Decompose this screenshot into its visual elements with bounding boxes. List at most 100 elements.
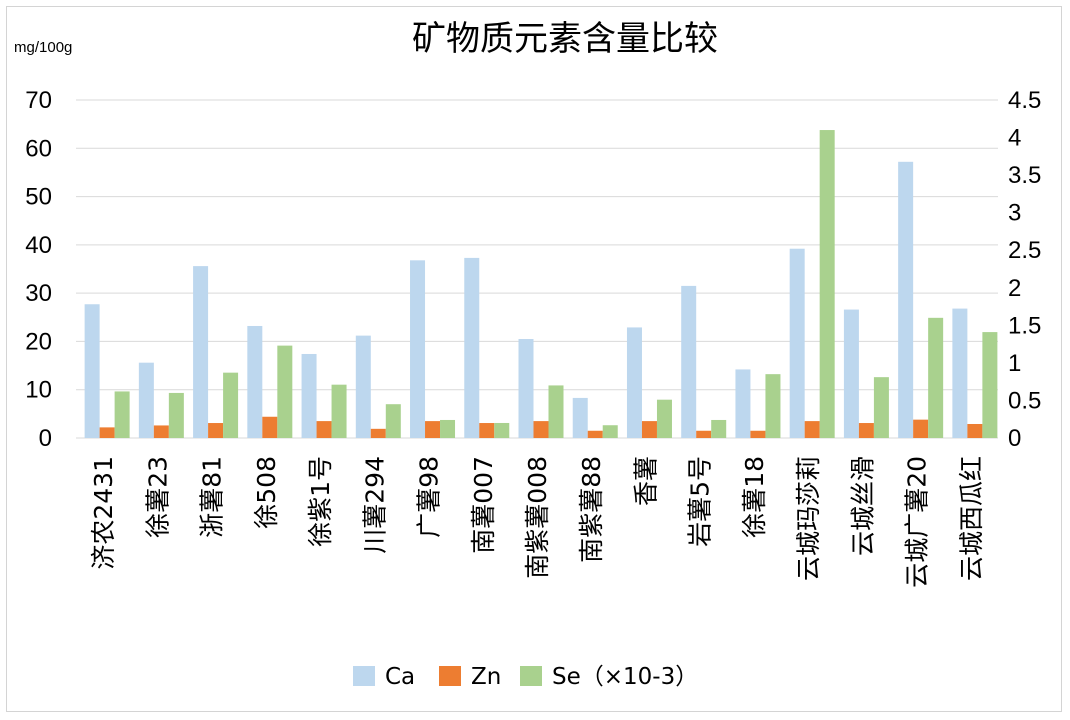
chart-title: 矿物质元素含量比较 bbox=[412, 19, 718, 59]
category-label: 香薯 bbox=[631, 456, 660, 506]
right-tick-label: 1.5 bbox=[1008, 312, 1041, 339]
left-tick-label: 10 bbox=[25, 377, 52, 404]
bar bbox=[208, 423, 224, 438]
bar bbox=[587, 430, 603, 438]
bar bbox=[602, 425, 618, 438]
bar bbox=[316, 421, 332, 438]
bar bbox=[913, 419, 929, 438]
bar bbox=[410, 260, 426, 438]
bar bbox=[84, 304, 100, 438]
bar bbox=[789, 248, 805, 438]
bar bbox=[750, 430, 766, 438]
bar bbox=[153, 425, 169, 438]
bar bbox=[898, 161, 914, 438]
right-tick-label: 2 bbox=[1008, 275, 1021, 302]
bar bbox=[114, 391, 130, 438]
chart-frame bbox=[6, 6, 1062, 712]
bar bbox=[138, 362, 154, 438]
category-label: 徐薯23 bbox=[143, 456, 172, 538]
category-label: 云城玛莎莉 bbox=[794, 456, 823, 581]
series-2 bbox=[114, 130, 998, 439]
category-label: 云城西瓜红 bbox=[957, 456, 986, 581]
series-1 bbox=[99, 416, 983, 438]
bar bbox=[548, 385, 564, 438]
legend-swatch bbox=[353, 666, 375, 686]
bar bbox=[331, 384, 347, 438]
bar bbox=[572, 397, 588, 438]
right-tick-label: 0.5 bbox=[1008, 387, 1041, 414]
bar bbox=[819, 130, 835, 439]
left-tick-label: 30 bbox=[25, 280, 52, 307]
bar bbox=[193, 266, 209, 438]
left-tick-label: 60 bbox=[25, 135, 52, 162]
bar bbox=[626, 327, 642, 438]
bar bbox=[247, 325, 263, 438]
category-label: 徐薯18 bbox=[740, 456, 769, 538]
category-labels: 济农2431 徐薯23 浙薯81 徐508 徐紫1号 川薯294 广薯98 南薯007 南紫薯0… bbox=[89, 456, 986, 588]
bar bbox=[735, 369, 751, 438]
left-tick-label: 50 bbox=[25, 184, 52, 211]
category-label: 川薯294 bbox=[360, 456, 389, 554]
category-label: 南紫薯008 bbox=[523, 456, 552, 579]
bar bbox=[262, 416, 278, 438]
bar bbox=[681, 285, 697, 438]
right-tick-label: 1 bbox=[1008, 350, 1021, 377]
legend-swatch bbox=[439, 666, 461, 686]
bar bbox=[301, 353, 317, 438]
legend-label: Zn bbox=[471, 664, 501, 690]
category-label: 济农2431 bbox=[89, 456, 118, 570]
bars bbox=[84, 130, 998, 439]
bar bbox=[928, 317, 944, 438]
bar bbox=[425, 421, 441, 438]
bar bbox=[858, 423, 874, 438]
left-axis-ticks: 0 10 20 30 40 50 60 70 bbox=[25, 87, 52, 452]
bar bbox=[223, 372, 239, 438]
legend: Ca Zn Se（×10-3） bbox=[353, 664, 698, 690]
category-label: 岩薯5号 bbox=[686, 456, 715, 547]
left-tick-label: 40 bbox=[25, 232, 52, 259]
category-label: 徐508 bbox=[252, 456, 281, 529]
bar bbox=[765, 374, 781, 438]
legend-swatch bbox=[520, 666, 542, 686]
bar bbox=[952, 308, 968, 438]
bar bbox=[696, 430, 712, 438]
bar bbox=[518, 339, 534, 438]
bar bbox=[873, 377, 889, 438]
bar bbox=[641, 421, 657, 438]
right-tick-label: 4.5 bbox=[1008, 87, 1041, 114]
bar bbox=[494, 422, 510, 438]
bar bbox=[168, 392, 184, 438]
legend-label: Se（×10-3） bbox=[552, 664, 698, 690]
grid-lines bbox=[76, 99, 998, 439]
bar bbox=[99, 427, 115, 438]
right-tick-label: 2.5 bbox=[1008, 237, 1041, 264]
bar bbox=[479, 423, 495, 438]
right-axis-ticks: 0 0.5 1 1.5 2 2.5 3 3.5 4 4.5 bbox=[1008, 87, 1041, 452]
y-unit-label: mg/100g bbox=[14, 39, 72, 56]
category-label: 云城丝滑 bbox=[848, 456, 877, 556]
right-tick-label: 0 bbox=[1008, 425, 1021, 452]
category-label: 广薯98 bbox=[415, 456, 444, 538]
category-label: 云城广薯20 bbox=[903, 456, 932, 588]
bar bbox=[464, 257, 480, 438]
bar bbox=[440, 419, 456, 438]
bar bbox=[370, 428, 386, 438]
bar bbox=[533, 421, 549, 438]
right-tick-label: 3.5 bbox=[1008, 162, 1041, 189]
bar bbox=[711, 419, 727, 438]
right-tick-label: 4 bbox=[1008, 125, 1021, 152]
category-label: 徐紫1号 bbox=[306, 456, 335, 547]
left-tick-label: 70 bbox=[25, 87, 52, 114]
left-tick-label: 0 bbox=[39, 425, 52, 452]
legend-label: Ca bbox=[385, 664, 415, 690]
bar bbox=[385, 404, 401, 438]
category-label: 浙薯81 bbox=[198, 456, 227, 538]
bar bbox=[843, 309, 859, 438]
series-0 bbox=[84, 161, 968, 438]
bar bbox=[982, 332, 998, 438]
category-label: 南紫薯88 bbox=[577, 456, 606, 563]
bar bbox=[355, 335, 371, 438]
bar bbox=[277, 345, 293, 438]
bar bbox=[967, 423, 983, 438]
